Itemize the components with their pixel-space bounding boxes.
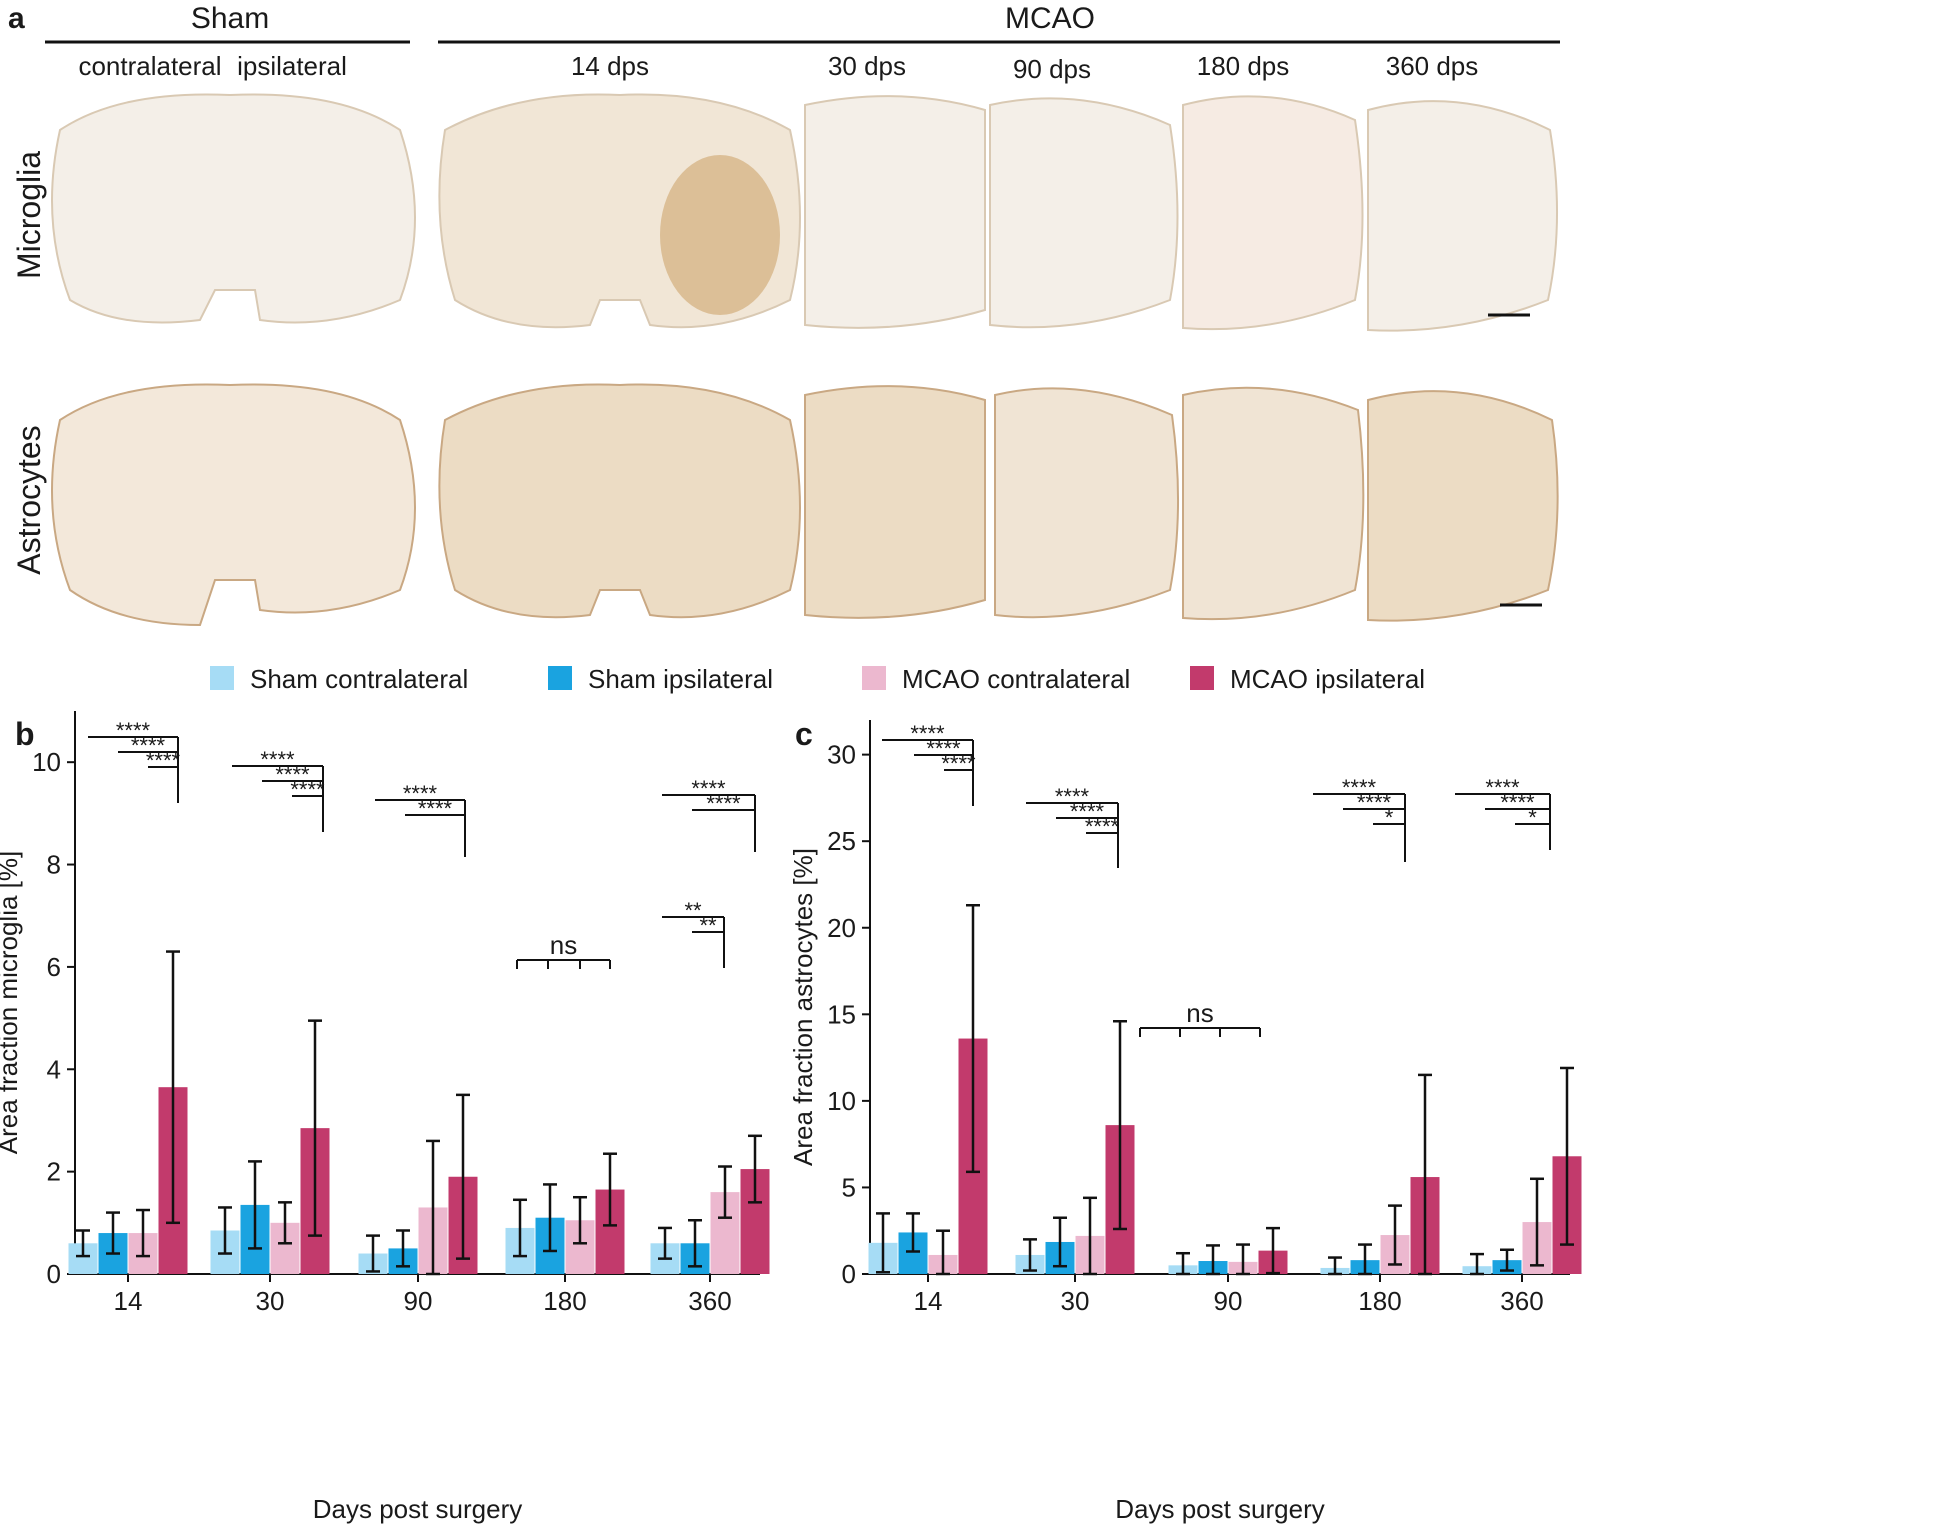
legend-swatch — [548, 666, 572, 690]
significance: **** — [926, 736, 961, 761]
y-tick-label: 2 — [47, 1157, 61, 1187]
significance: **** — [706, 791, 741, 816]
brain-section — [51, 383, 416, 627]
y-tick-label: 20 — [827, 913, 856, 943]
group-label: Sham — [191, 2, 269, 35]
legend-label: Sham ipsilateral — [588, 664, 773, 694]
brain-section — [51, 93, 416, 324]
significance: **** — [910, 721, 945, 746]
y-tick-label: 0 — [47, 1259, 61, 1289]
column-label: 180 dps — [1197, 51, 1290, 81]
column-label: 30 dps — [828, 51, 906, 81]
legend-swatch — [210, 666, 234, 690]
significance: **** — [1070, 799, 1105, 824]
legend-swatch — [1190, 666, 1214, 690]
x-axis-label: Days post surgery — [1115, 1494, 1325, 1524]
significance: ns — [1186, 998, 1213, 1028]
significance: **** — [1055, 784, 1090, 809]
y-tick-label: 8 — [47, 850, 61, 880]
significance: ** — [699, 913, 717, 938]
x-axis-label: Days post surgery — [313, 1494, 523, 1524]
significance: ** — [684, 898, 702, 923]
column-label: ipsilateral — [237, 51, 347, 81]
significance: **** — [290, 777, 325, 802]
significance: * — [1385, 805, 1394, 830]
y-tick-label: 15 — [827, 999, 856, 1029]
panel-label: a — [8, 2, 25, 35]
legend-swatch — [862, 666, 886, 690]
y-axis-label: Area fraction astrocytes [%] — [788, 848, 818, 1166]
group-label: MCAO — [1005, 2, 1095, 35]
significance: **** — [275, 762, 310, 787]
y-tick-label: 0 — [842, 1259, 856, 1289]
row-label: Astrocytes — [11, 425, 47, 574]
brain-section — [1367, 390, 1559, 622]
x-tick-label: 90 — [404, 1286, 433, 1316]
column-label: 360 dps — [1386, 51, 1479, 81]
x-tick-label: 360 — [1500, 1286, 1543, 1316]
y-axis-label: Area fraction microglia [%] — [0, 851, 23, 1154]
significance: **** — [260, 747, 295, 772]
y-tick-label: 10 — [827, 1086, 856, 1116]
significance: **** — [1485, 775, 1520, 800]
panel-label: c — [795, 716, 813, 752]
x-tick-label: 90 — [1214, 1286, 1243, 1316]
x-tick-label: 14 — [114, 1286, 143, 1316]
row-label: Microglia — [11, 151, 47, 279]
brain-section — [1182, 386, 1365, 621]
brain-section — [804, 385, 986, 619]
brain-section — [1367, 100, 1558, 332]
brain-section — [438, 383, 801, 619]
brain-section — [1182, 95, 1364, 331]
x-tick-label: 360 — [688, 1286, 731, 1316]
x-tick-label: 180 — [543, 1286, 586, 1316]
y-tick-label: 25 — [827, 826, 856, 856]
significance: **** — [941, 751, 976, 776]
y-tick-label: 4 — [47, 1054, 61, 1084]
brain-section — [804, 95, 986, 329]
significance: * — [1528, 805, 1537, 830]
y-tick-label: 10 — [32, 747, 61, 777]
legend: Sham contralateral Sham ipsilateral MCAO c… — [210, 664, 1425, 694]
significance: **** — [418, 796, 453, 821]
column-label: 14 dps — [571, 51, 649, 81]
x-tick-label: 14 — [914, 1286, 943, 1316]
brain-section — [994, 387, 1179, 619]
y-tick-label: 5 — [842, 1172, 856, 1202]
legend-label: MCAO ipsilateral — [1230, 664, 1425, 694]
significance: **** — [131, 733, 166, 758]
lesion — [660, 155, 780, 315]
legend-label: Sham contralateral — [250, 664, 468, 694]
column-label: 90 dps — [1013, 54, 1091, 84]
brain-section — [989, 97, 1179, 329]
significance: **** — [146, 748, 181, 773]
brain-images — [51, 93, 1559, 627]
x-tick-label: 30 — [1061, 1286, 1090, 1316]
panel-label: b — [15, 716, 35, 752]
x-tick-label: 180 — [1358, 1286, 1401, 1316]
significance: **** — [1357, 790, 1392, 815]
significance: ns — [550, 930, 577, 960]
significance: **** — [116, 718, 151, 743]
legend-label: MCAO contralateral — [902, 664, 1130, 694]
significance: **** — [691, 776, 726, 801]
column-label: contralateral — [78, 51, 221, 81]
significance: **** — [1500, 790, 1535, 815]
significance: **** — [1342, 775, 1377, 800]
x-tick-label: 30 — [256, 1286, 285, 1316]
y-tick-label: 6 — [47, 952, 61, 982]
significance: **** — [1085, 814, 1120, 839]
y-tick-label: 30 — [827, 740, 856, 770]
significance: **** — [403, 781, 438, 806]
